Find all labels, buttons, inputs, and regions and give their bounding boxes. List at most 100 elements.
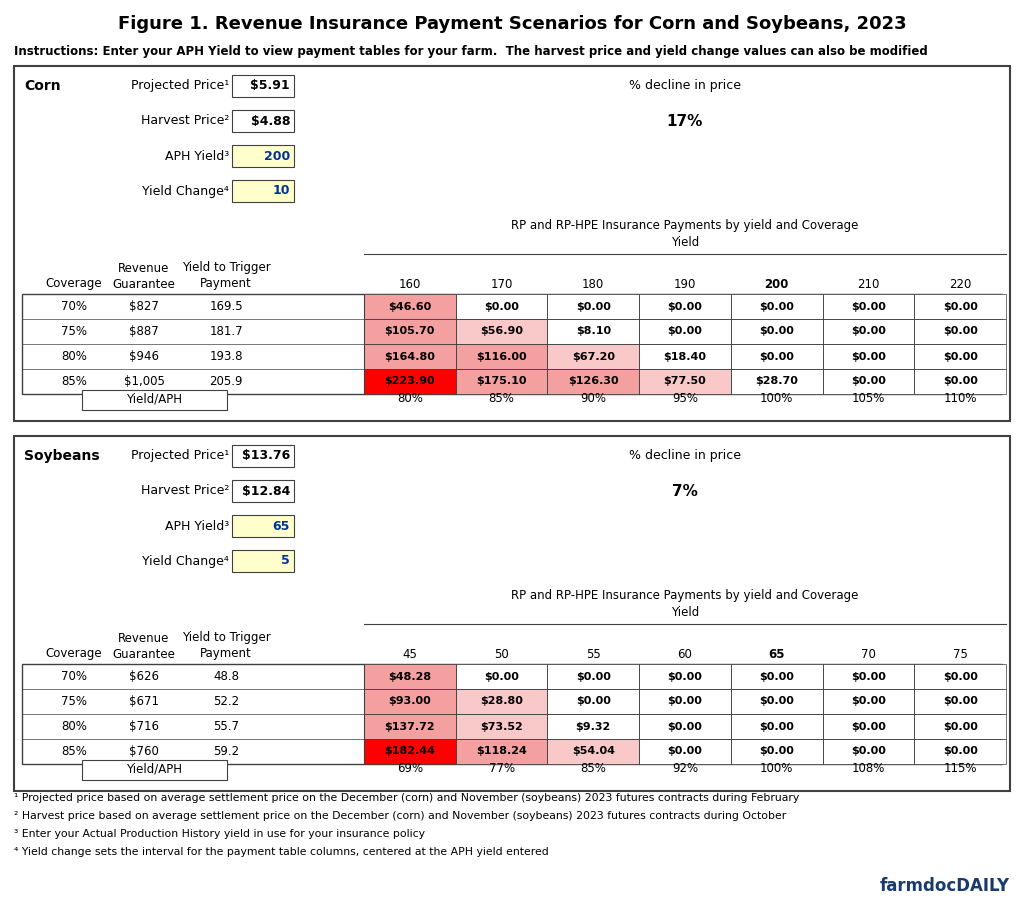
Text: $0.00: $0.00 — [759, 302, 795, 312]
Text: ¹ Projected price based on average settlement price on the December (corn) and N: ¹ Projected price based on average settl… — [14, 793, 800, 803]
Text: $0.00: $0.00 — [943, 747, 978, 757]
Bar — [456, 319, 548, 344]
Bar — [456, 739, 548, 764]
Text: $164.80: $164.80 — [384, 352, 435, 361]
Text: 169.5: 169.5 — [209, 300, 243, 313]
Text: Guarantee: Guarantee — [113, 277, 175, 291]
Text: $0.00: $0.00 — [668, 302, 702, 312]
Text: 80%: 80% — [397, 392, 423, 406]
Bar — [914, 689, 1006, 714]
Bar — [364, 369, 456, 394]
Bar — [914, 714, 1006, 739]
Text: 100%: 100% — [760, 763, 794, 776]
Bar — [731, 714, 822, 739]
Bar — [456, 714, 548, 739]
Text: 80%: 80% — [61, 720, 87, 733]
Text: Revenue: Revenue — [119, 262, 170, 275]
Text: Yield/APH: Yield/APH — [126, 763, 182, 776]
Text: $0.00: $0.00 — [943, 721, 978, 731]
Text: $1,005: $1,005 — [124, 375, 165, 388]
Text: 55: 55 — [586, 648, 601, 660]
Text: $0.00: $0.00 — [759, 747, 795, 757]
Text: $0.00: $0.00 — [851, 671, 886, 681]
Bar — [232, 480, 294, 502]
Text: 55.7: 55.7 — [213, 720, 239, 733]
Text: Yield Change⁴: Yield Change⁴ — [142, 554, 229, 567]
Bar — [639, 344, 731, 369]
Bar — [364, 319, 456, 344]
Text: RP and RP-HPE Insurance Payments by yield and Coverage: RP and RP-HPE Insurance Payments by yiel… — [511, 219, 859, 233]
Text: $887: $887 — [129, 325, 159, 338]
Bar — [822, 369, 914, 394]
Bar — [232, 445, 294, 467]
Text: $223.90: $223.90 — [385, 377, 435, 387]
Bar — [731, 739, 822, 764]
Text: 77%: 77% — [488, 763, 515, 776]
Bar — [822, 689, 914, 714]
Text: Revenue: Revenue — [119, 631, 170, 644]
Bar — [548, 344, 639, 369]
Text: $54.04: $54.04 — [571, 747, 614, 757]
Text: $0.00: $0.00 — [759, 671, 795, 681]
Text: $0.00: $0.00 — [668, 747, 702, 757]
Text: $4.88: $4.88 — [251, 114, 290, 128]
Text: 108%: 108% — [852, 763, 885, 776]
Text: $0.00: $0.00 — [943, 377, 978, 387]
Bar — [731, 294, 822, 319]
Text: $73.52: $73.52 — [480, 721, 523, 731]
Bar — [232, 110, 294, 132]
Text: $0.00: $0.00 — [943, 302, 978, 312]
Text: 5: 5 — [282, 554, 290, 567]
Bar — [822, 714, 914, 739]
Text: $0.00: $0.00 — [851, 377, 886, 387]
Bar — [548, 294, 639, 319]
Text: Projected Price¹: Projected Price¹ — [131, 449, 229, 462]
Text: % decline in price: % decline in price — [629, 449, 741, 462]
Text: Harvest Price²: Harvest Price² — [140, 114, 229, 128]
Text: 85%: 85% — [61, 745, 87, 758]
Text: Coverage: Coverage — [46, 277, 102, 291]
Bar — [731, 319, 822, 344]
Text: $0.00: $0.00 — [759, 352, 795, 361]
Text: $56.90: $56.90 — [480, 326, 523, 336]
Text: $0.00: $0.00 — [668, 326, 702, 336]
Bar — [456, 344, 548, 369]
Bar — [364, 664, 456, 689]
Text: $77.50: $77.50 — [664, 377, 707, 387]
Bar — [548, 664, 639, 689]
Text: $118.24: $118.24 — [476, 747, 527, 757]
Bar — [914, 294, 1006, 319]
Text: 181.7: 181.7 — [209, 325, 243, 338]
Text: 7%: 7% — [672, 484, 698, 498]
Text: $0.00: $0.00 — [759, 697, 795, 707]
Text: $0.00: $0.00 — [851, 302, 886, 312]
Text: 10: 10 — [272, 185, 290, 198]
Text: $760: $760 — [129, 745, 159, 758]
Bar — [639, 369, 731, 394]
Text: 100%: 100% — [760, 392, 794, 406]
Text: 45: 45 — [402, 648, 418, 660]
Text: $0.00: $0.00 — [484, 671, 519, 681]
Text: % decline in price: % decline in price — [629, 80, 741, 92]
Text: APH Yield³: APH Yield³ — [165, 149, 229, 162]
Text: 85%: 85% — [581, 763, 606, 776]
Text: Yield to Trigger: Yield to Trigger — [181, 262, 270, 275]
Text: $0.00: $0.00 — [668, 671, 702, 681]
Text: $13.76: $13.76 — [242, 449, 290, 462]
Bar — [731, 344, 822, 369]
Text: 85%: 85% — [488, 392, 514, 406]
Bar — [548, 739, 639, 764]
Text: Yield/APH: Yield/APH — [126, 392, 182, 406]
Text: 95%: 95% — [672, 392, 698, 406]
Bar — [914, 739, 1006, 764]
Text: 60: 60 — [678, 648, 692, 660]
Text: $0.00: $0.00 — [851, 697, 886, 707]
Text: $0.00: $0.00 — [943, 697, 978, 707]
Text: 50: 50 — [495, 648, 509, 660]
Text: $827: $827 — [129, 300, 159, 313]
Text: Guarantee: Guarantee — [113, 648, 175, 660]
Text: 105%: 105% — [852, 392, 885, 406]
Text: $48.28: $48.28 — [388, 671, 431, 681]
Text: 80%: 80% — [61, 350, 87, 363]
Text: ² Harvest price based on average settlement price on the December (corn) and Nov: ² Harvest price based on average settlem… — [14, 811, 786, 821]
